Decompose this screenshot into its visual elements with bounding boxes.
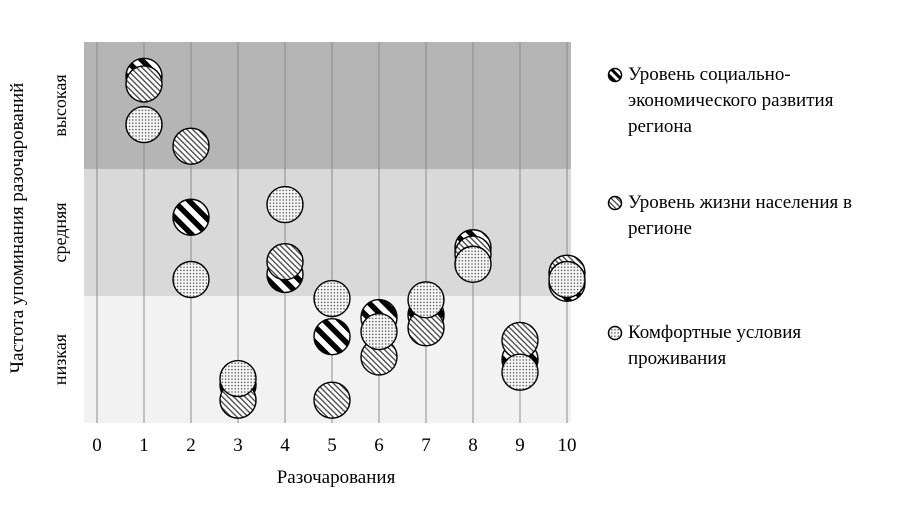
legend-label-living-standard: Уровень жизни населения в регионе	[628, 192, 852, 239]
striped-circle-icon	[607, 67, 623, 83]
legend-label-socioeconomic: Уровень социально-экономического развити…	[628, 64, 834, 137]
series-2-point-4	[313, 279, 351, 318]
x-tick-label: 9	[515, 435, 525, 456]
x-tick-labels: 0 1 2 3 4 5 6 7 8 9 10	[92, 435, 576, 456]
series-1-point-1	[172, 127, 210, 165]
x-tick-label: 0	[92, 435, 102, 456]
series-2-point-2	[219, 359, 257, 398]
x-tick-label: 4	[280, 435, 290, 456]
x-tick-label: 2	[186, 435, 196, 456]
x-tick-label: 8	[468, 435, 478, 456]
x-tick-label: 1	[139, 435, 149, 456]
series-0-point-4	[313, 317, 351, 356]
series-1-point-4	[313, 381, 351, 419]
series-1-point-8	[501, 321, 539, 360]
x-axis-label: Разочарования	[277, 467, 396, 488]
band-0	[84, 42, 571, 169]
x-tick-label: 3	[233, 435, 243, 456]
series-0-point-1	[172, 198, 210, 236]
series-2-point-5	[360, 312, 398, 351]
band-labels: высокая средняя низкая	[50, 74, 70, 385]
dotted-circle-icon	[607, 325, 623, 341]
series-2-point-9	[548, 260, 586, 299]
series-2-point-7	[454, 245, 492, 283]
x-tick-label: 6	[374, 435, 384, 456]
hatched-circle-icon	[607, 195, 623, 211]
series-1-point-3	[266, 243, 304, 281]
band-label-0: высокая	[50, 74, 70, 136]
series-2-point-8	[501, 353, 539, 391]
series-2-point-6	[407, 281, 445, 319]
legend-item-socioeconomic: Уровень социально-экономического развити…	[607, 62, 902, 140]
series-2-point-3	[266, 185, 304, 224]
legend-label-comfort: Комфортные условия проживания	[628, 322, 802, 369]
band-1	[84, 169, 571, 296]
y-axis-title: Частота упоминания разочарований	[7, 83, 28, 374]
x-tick-label: 10	[558, 435, 577, 456]
x-tick-label: 5	[327, 435, 337, 456]
series-2-point-0	[125, 105, 163, 144]
data-points	[125, 57, 586, 419]
series-1-point-0	[125, 65, 163, 103]
legend-item-living-standard: Уровень жизни населения в регионе	[607, 190, 902, 242]
band-label-1: средняя	[50, 202, 70, 262]
series-2-point-1	[172, 260, 210, 299]
frequency-bands	[84, 42, 571, 423]
x-tick-label: 7	[421, 435, 431, 456]
y-axis-label: Частота упоминания разочарований	[7, 83, 28, 374]
band-label-2: низкая	[50, 334, 70, 385]
legend-item-comfort: Комфортные условия проживания	[607, 320, 902, 372]
